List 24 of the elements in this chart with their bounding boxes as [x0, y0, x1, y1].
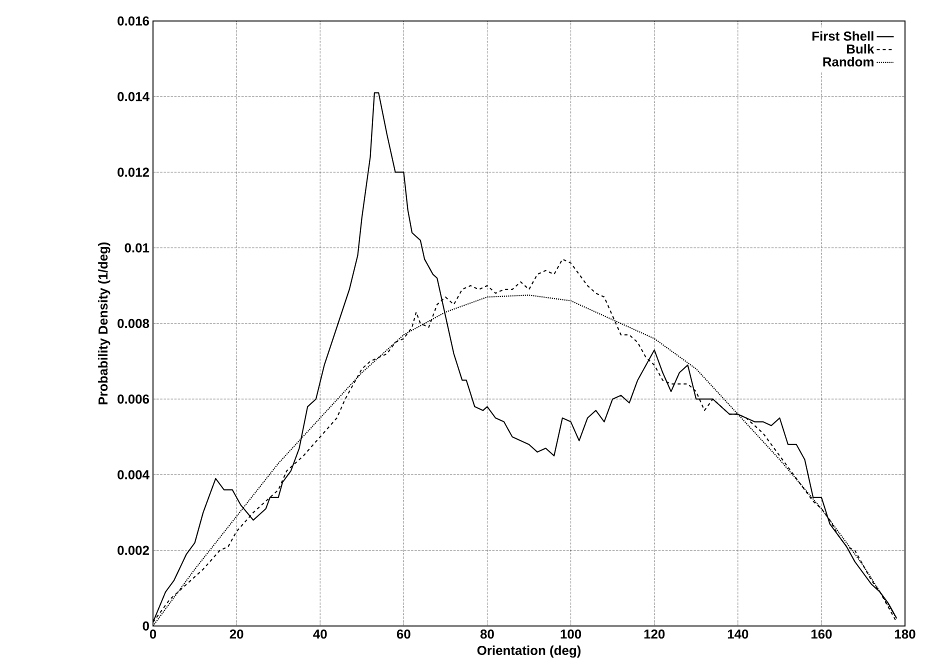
y-tick-label: 0	[142, 621, 149, 631]
y-tick-label: 0.01	[124, 243, 150, 252]
y-tick-label: 0.008	[118, 318, 150, 328]
legend-label: Bulk	[847, 44, 874, 54]
x-tick-label: 180	[895, 630, 916, 639]
x-tick-label: 40	[313, 630, 327, 639]
y-tick-label: 0.004	[118, 470, 150, 480]
y-tick-label: 0.002	[118, 546, 149, 555]
x-tick-label: 140	[728, 630, 748, 639]
x-tick-label: 80	[480, 630, 494, 639]
x-tick-label: 20	[230, 630, 244, 639]
legend-label: Random	[823, 56, 874, 66]
x-tick-label: 60	[396, 630, 410, 639]
x-tick-label: 120	[644, 630, 665, 639]
legend-label: First Shell	[812, 31, 874, 41]
x-axis-title: Orientation (deg)	[477, 646, 581, 658]
x-tick-label: 100	[560, 630, 582, 639]
y-tick-label: 0.006	[118, 394, 150, 404]
y-tick-label: 0.014	[118, 92, 150, 102]
y-axis-title: Probability Density (1/deg)	[98, 242, 110, 404]
x-tick-label: 160	[811, 630, 832, 639]
x-tick-label: 0	[150, 630, 156, 639]
y-tick-label: 0.016	[118, 16, 150, 26]
y-tick-label: 0.012	[118, 168, 149, 177]
